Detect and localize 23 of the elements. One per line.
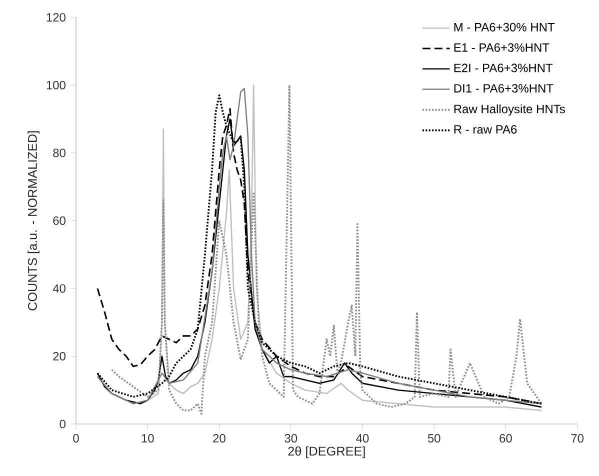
y-tick-label: 20 bbox=[53, 352, 66, 360]
x-tick-label: 30 bbox=[284, 434, 298, 443]
x-tick-label: 10 bbox=[142, 434, 154, 443]
legend-label: M - PA6+30% HNT bbox=[454, 22, 555, 32]
legend-label: R - raw PA6 bbox=[454, 125, 517, 134]
x-tick-label: 0 bbox=[73, 434, 79, 443]
y-tick-label: 0 bbox=[60, 420, 66, 428]
y-tick-label: 120 bbox=[46, 13, 66, 22]
y-tick-label: 40 bbox=[52, 284, 66, 293]
legend-label: E2I - PA6+3%HNT bbox=[454, 64, 553, 72]
legend-label: DI1 - PA6+3%HNT bbox=[454, 84, 554, 93]
x-axis-title: 2θ [DEGREE] bbox=[288, 446, 365, 458]
x-tick-label: 20 bbox=[213, 434, 226, 443]
legend-label: E1 - PA6+3%HNT bbox=[454, 43, 550, 52]
x-tick-label: 50 bbox=[428, 434, 440, 443]
x-tick-label: 40 bbox=[356, 434, 369, 443]
y-tick-label: 80 bbox=[53, 148, 66, 158]
x-tick-label: 70 bbox=[571, 434, 584, 443]
y-tick-label: 100 bbox=[46, 80, 66, 90]
x-tick-label: 60 bbox=[500, 434, 512, 443]
y-tick-label: 60 bbox=[53, 216, 66, 225]
y-axis-title: COUNTS [a.u. - NORMALIZED] bbox=[28, 131, 40, 310]
legend-label: Raw Halloysite HNTs bbox=[454, 104, 565, 116]
